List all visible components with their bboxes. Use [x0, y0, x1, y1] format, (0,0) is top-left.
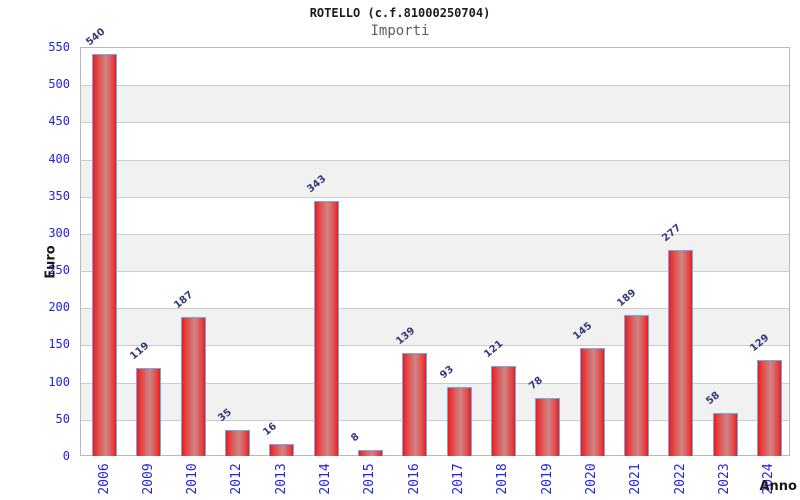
bar-2006	[92, 54, 117, 456]
x-tick-label: 2022	[672, 463, 688, 495]
bar-2020	[579, 348, 605, 456]
y-tick-label: 550	[48, 40, 70, 54]
y-tick-label: 300	[48, 225, 70, 240]
bar-2023	[712, 413, 738, 456]
x-axis-title: Anno	[759, 479, 797, 494]
plot-band	[81, 196, 789, 234]
y-tick-label: 250	[48, 263, 70, 278]
gridline	[81, 196, 789, 198]
gridline	[81, 271, 789, 273]
plot-band	[81, 159, 789, 197]
gridline	[81, 85, 789, 87]
bar-2016	[402, 353, 428, 456]
y-tick-label: 500	[48, 77, 70, 92]
bar-2019	[535, 398, 561, 456]
bar-2012	[224, 430, 250, 456]
chart-title: ROTELLO (c.f.81000250704)	[309, 6, 491, 20]
gridline	[81, 308, 789, 310]
bar-2014	[313, 201, 339, 456]
y-tick-label: 350	[48, 188, 70, 203]
x-tick-label: 2013	[273, 463, 289, 495]
plot-band	[81, 48, 789, 86]
x-tick-label: 2010	[185, 463, 201, 495]
y-tick-label: 50	[55, 411, 70, 426]
bar-2018	[490, 366, 516, 456]
y-tick-label: 0	[62, 449, 70, 463]
y-tick-label: 450	[48, 114, 70, 129]
x-tick-label: 2023	[717, 463, 733, 495]
x-tick-label: 2019	[539, 463, 555, 495]
x-tick-label: 2006	[96, 463, 112, 495]
bar-2010	[180, 317, 206, 456]
gridline	[81, 233, 789, 235]
chart-subtitle: Importi	[370, 23, 430, 39]
x-tick-label: 2020	[584, 463, 600, 495]
y-axis-title: Euro	[43, 245, 59, 279]
y-tick-label: 200	[48, 300, 70, 315]
gridline	[81, 419, 789, 421]
gridline	[81, 382, 789, 384]
bar-2024	[756, 360, 782, 456]
gridline	[81, 122, 789, 124]
y-tick-label: 100	[48, 374, 70, 389]
y-tick-label: 150	[48, 337, 70, 352]
x-tick-label: 2014	[318, 463, 334, 495]
x-tick-label: 2015	[362, 463, 378, 495]
y-tick-label: 400	[48, 151, 70, 166]
bar-2022	[668, 250, 694, 456]
bar-2017	[446, 387, 472, 456]
gridline	[81, 345, 789, 347]
x-tick-label: 2012	[229, 463, 245, 495]
plot-band	[81, 122, 789, 160]
x-tick-label: 2021	[628, 463, 644, 495]
bar-2013	[269, 444, 295, 456]
bar-2021	[623, 315, 649, 456]
plot-band	[81, 85, 789, 123]
bar-2009	[136, 368, 162, 456]
x-tick-label: 2018	[495, 463, 511, 495]
x-tick-label: 2016	[406, 463, 422, 495]
bar-2015	[357, 450, 383, 456]
x-tick-label: 2009	[140, 463, 156, 495]
gridline	[81, 159, 789, 161]
x-tick-label: 2017	[451, 463, 467, 495]
